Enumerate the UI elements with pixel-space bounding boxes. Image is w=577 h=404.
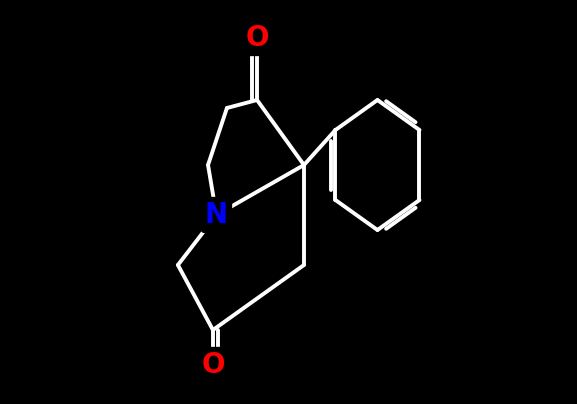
- Text: N: N: [205, 201, 228, 229]
- Text: O: O: [245, 24, 269, 52]
- Text: O: O: [201, 351, 224, 379]
